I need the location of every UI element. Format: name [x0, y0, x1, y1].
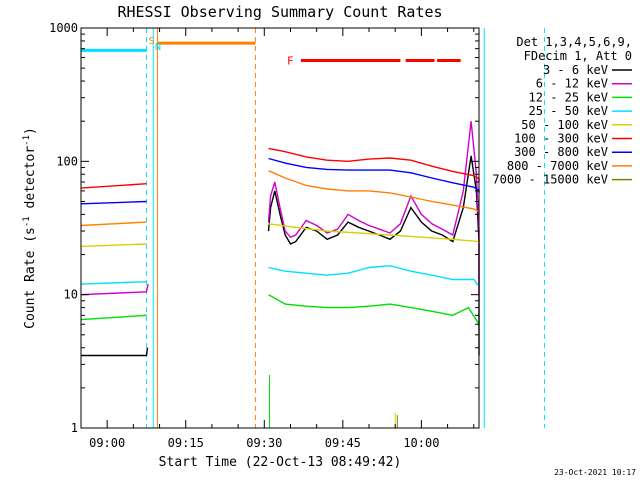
x-tick-label: 09:30	[246, 436, 282, 450]
timestamp-footer: 23-Oct-2021 10:17	[554, 468, 636, 477]
legend-label-6: 300 - 800 keV	[514, 145, 608, 159]
legend-header-line-2: FDecim 1, Att 0	[524, 49, 632, 63]
plot-frame	[80, 27, 480, 429]
x-tick-label: 10:00	[403, 436, 439, 450]
series-line-1	[80, 121, 480, 296]
y-axis: 1 10 100 1000	[49, 21, 479, 435]
marker-N: N	[155, 42, 161, 53]
legend-header-line-1: Det 1,3,4,5,6,9,	[516, 35, 632, 49]
x-tick-label: 09:45	[325, 436, 361, 450]
y-tick-label: 100	[56, 154, 78, 168]
flare-label: F	[287, 55, 294, 68]
y-axis-label: Count Rate (s-1 detector-1)	[22, 127, 38, 329]
x-tick-label: 09:15	[168, 436, 204, 450]
y-tick-label: 1	[71, 421, 78, 435]
x-tick-label: 09:00	[89, 436, 125, 450]
y-axis-label-main: Count Rate (s	[23, 227, 38, 329]
series-line-4	[80, 223, 480, 248]
legend-label-5: 100 - 300 keV	[514, 132, 608, 146]
legend-label-8: 7000 - 15000 keV	[492, 173, 608, 187]
series-line-3	[80, 264, 480, 288]
legend-label-7: 800 - 7000 keV	[507, 159, 608, 173]
y-axis-label-exp2: -1	[22, 135, 32, 146]
marker-S: S	[149, 36, 155, 47]
series-line-6	[80, 157, 480, 205]
series-line-0	[81, 155, 480, 357]
series-line-5	[80, 147, 480, 189]
legend-label-0: 3 - 6 keV	[543, 63, 608, 77]
plot-area: F SN	[80, 28, 545, 428]
legend-label-2: 12 - 25 keV	[529, 90, 608, 104]
x-axis: 09:00 09:15 09:30 09:45 10:00	[80, 28, 475, 450]
y-tick-label: 10	[64, 288, 78, 302]
legend: Det 1,3,4,5,6,9, FDecim 1, Att 0 3 - 6 k…	[492, 35, 632, 187]
legend-label-1: 6 - 12 keV	[536, 77, 608, 91]
y-axis-label-exp1: -1	[22, 216, 32, 227]
series-line-7	[80, 170, 480, 227]
y-axis-label-mid: detector	[23, 146, 38, 217]
chart-title: RHESSI Observing Summary Count Rates	[117, 3, 442, 21]
y-tick-label: 1000	[49, 21, 78, 35]
y-axis-label-end: )	[23, 127, 38, 135]
series-line-2	[80, 294, 480, 327]
x-axis-label: Start Time (22-Oct-13 08:49:42)	[159, 455, 402, 470]
legend-label-3: 25 - 50 keV	[529, 104, 608, 118]
legend-label-4: 50 - 100 keV	[521, 118, 608, 132]
